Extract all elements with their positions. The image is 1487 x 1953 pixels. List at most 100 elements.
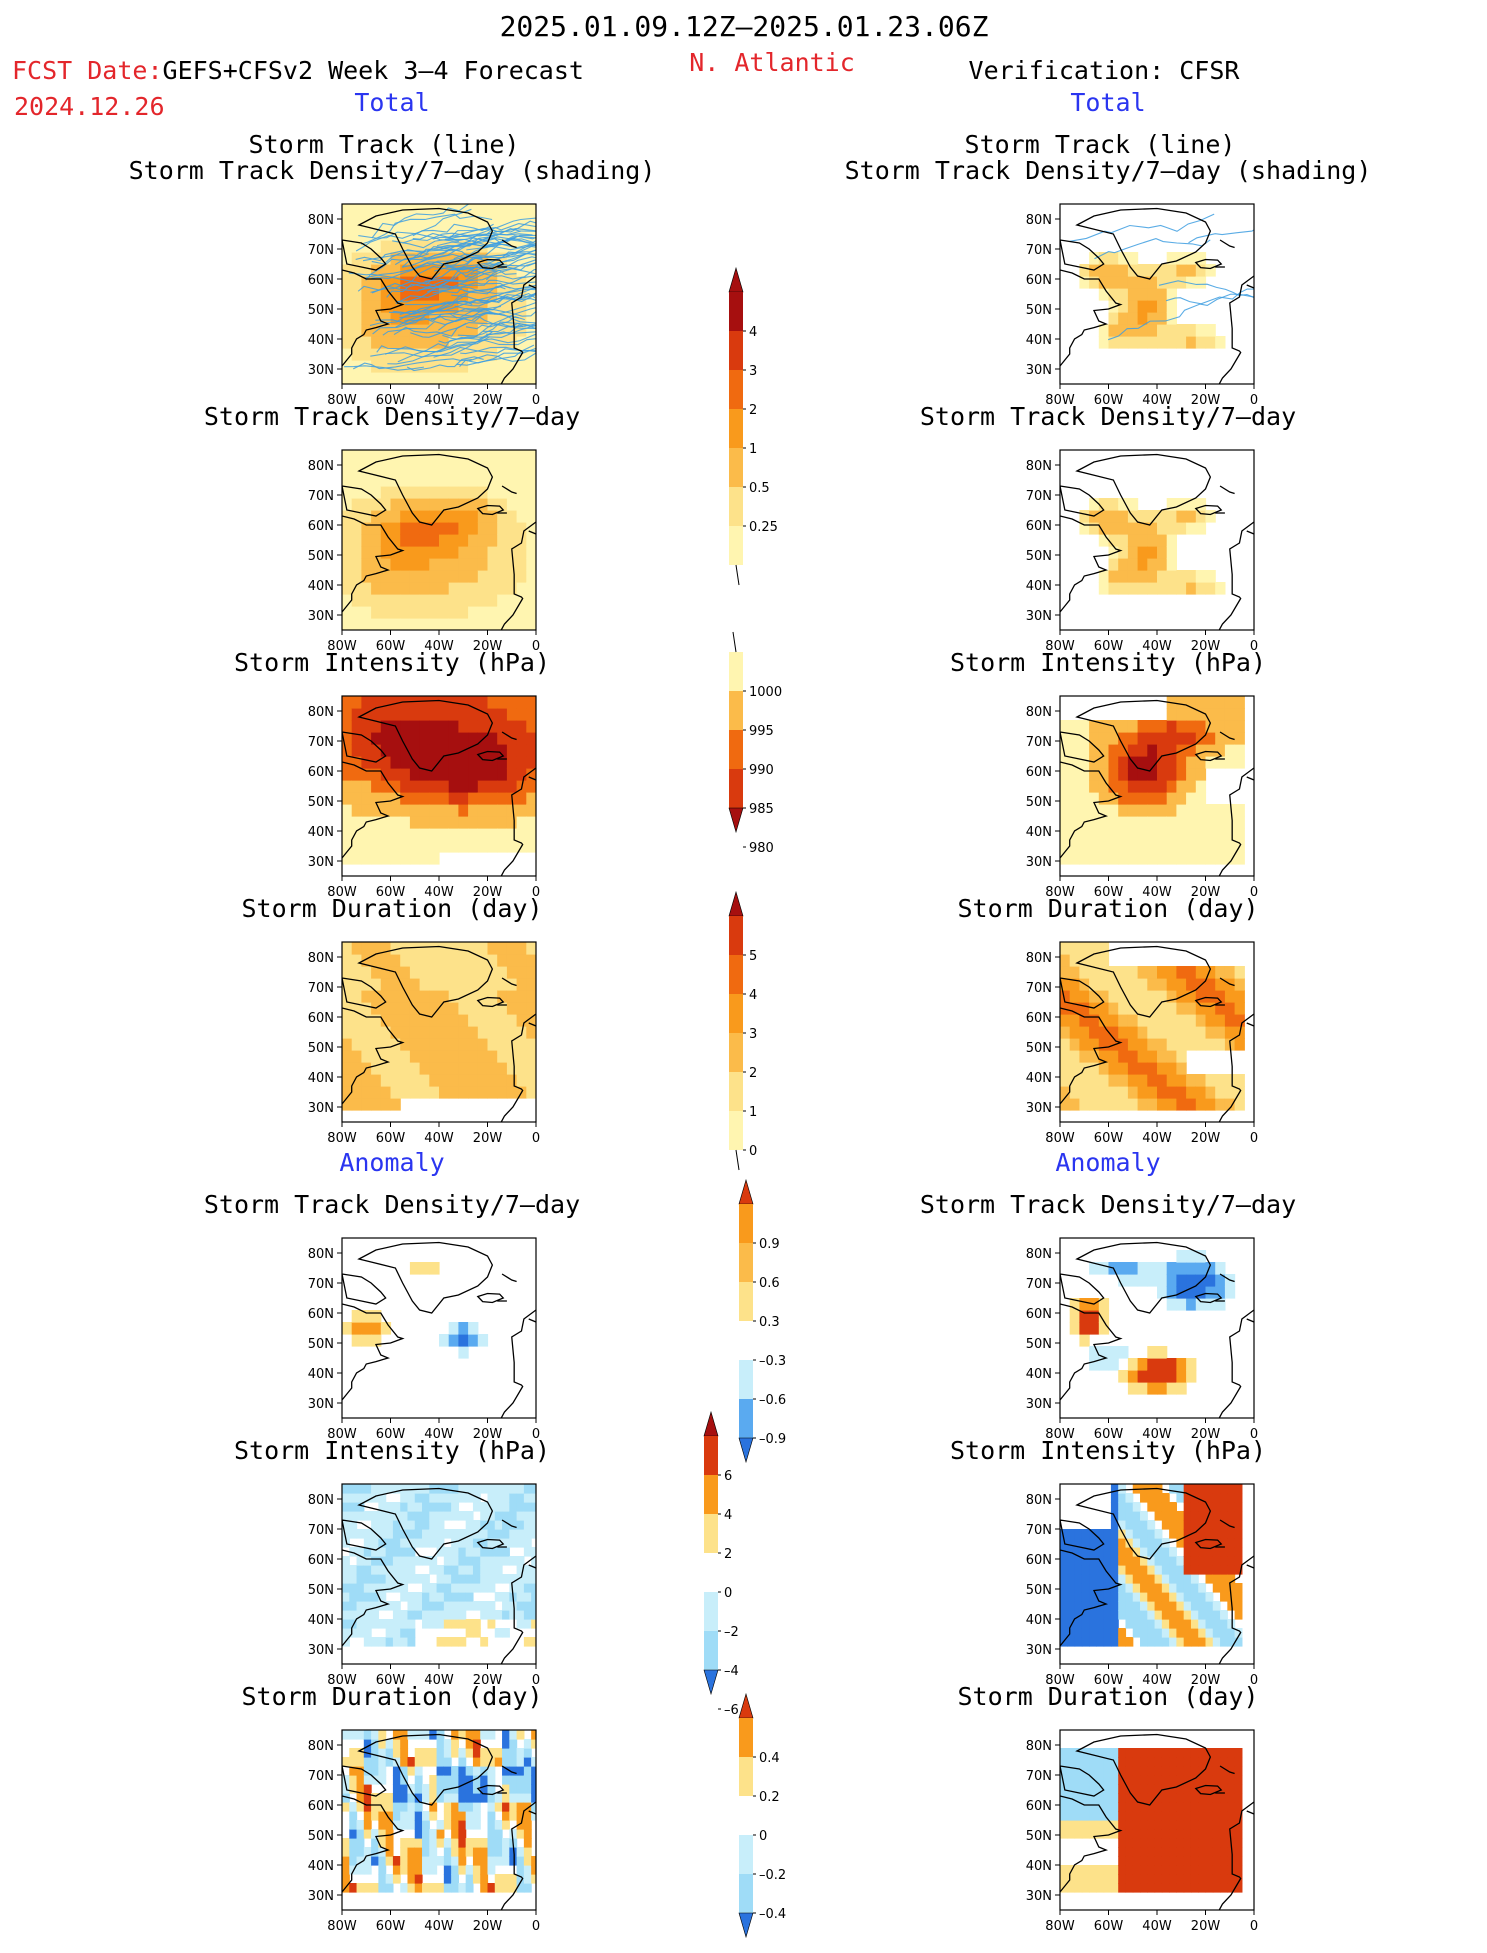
lat-tick-label: 40N	[308, 1613, 334, 1628]
colorbar-tick-label: 0	[759, 1829, 767, 1844]
colorbar-density: 4 3 2 1 0.5 0.25	[725, 264, 795, 586]
lat-tick-label: 70N	[1026, 243, 1052, 258]
lon-tick-label: 0	[532, 1427, 540, 1442]
lat-tick-label: 80N	[1026, 705, 1052, 720]
lat-tick-label: 40N	[308, 333, 334, 348]
lon-tick-label: 60W	[376, 1427, 406, 1442]
lon-tick-label: 40W	[424, 393, 454, 408]
lon-tick-label: 80W	[1045, 1919, 1075, 1934]
colorbar-tick-label: 995	[749, 724, 774, 739]
lon-tick-label: 60W	[376, 1673, 406, 1688]
lat-tick-label: 50N	[1026, 1829, 1052, 1844]
lat-tick-label: 30N	[308, 1397, 334, 1412]
lon-tick-label: 60W	[1094, 639, 1124, 654]
lat-tick-label: 40N	[308, 1071, 334, 1086]
lat-tick-label: 50N	[308, 1829, 334, 1844]
lat-tick-label: 60N	[308, 1307, 334, 1322]
map-duration-total-verif: 80N 70N 60N 50N 40N 30N 80W 60W 40W 20W 0	[1012, 938, 1266, 1152]
colorbar-tick-label: 990	[749, 763, 774, 778]
lon-tick-label: 20W	[473, 393, 503, 408]
lat-tick-label: 80N	[1026, 1493, 1052, 1508]
total-label-left: Total	[354, 88, 430, 117]
lat-tick-label: 30N	[1026, 1397, 1052, 1412]
lat-tick-label: 30N	[308, 1643, 334, 1658]
lon-tick-label: 60W	[1094, 1131, 1124, 1146]
colorbar-tick-label: –0.3	[759, 1354, 786, 1369]
lat-tick-label: 30N	[308, 363, 334, 378]
title-track-line-left: Storm Track (line)	[248, 130, 520, 159]
lat-tick-label: 30N	[1026, 1889, 1052, 1904]
lat-tick-label: 60N	[308, 1799, 334, 1814]
lon-tick-label: 80W	[1045, 393, 1075, 408]
lat-tick-label: 30N	[1026, 1101, 1052, 1116]
map-track-density-total-fcst: 80N 70N 60N 50N 40N 30N 80W 60W 40W 20W 0	[294, 200, 548, 414]
lat-tick-label: 30N	[308, 1101, 334, 1116]
lon-tick-label: 40W	[1142, 639, 1172, 654]
lon-tick-label: 80W	[1045, 1673, 1075, 1688]
lat-tick-label: 50N	[308, 549, 334, 564]
colorbar-tick-label: –0.9	[759, 1432, 786, 1447]
lon-tick-label: 60W	[1094, 393, 1124, 408]
lon-tick-label: 40W	[1142, 393, 1172, 408]
lon-tick-label: 80W	[1045, 1427, 1075, 1442]
lat-tick-label: 60N	[308, 273, 334, 288]
lat-tick-label: 50N	[1026, 795, 1052, 810]
lat-tick-label: 70N	[1026, 735, 1052, 750]
colorbar-tick-label: 0.2	[759, 1790, 780, 1805]
lat-tick-label: 80N	[1026, 213, 1052, 228]
lon-tick-label: 80W	[327, 1131, 357, 1146]
lat-tick-label: 70N	[1026, 981, 1052, 996]
lon-tick-label: 0	[1250, 1673, 1258, 1688]
lon-tick-label: 80W	[327, 1919, 357, 1934]
lat-tick-label: 60N	[1026, 1799, 1052, 1814]
colorbar-tick-label: 985	[749, 802, 774, 817]
lat-tick-label: 70N	[1026, 489, 1052, 504]
lon-tick-label: 20W	[1191, 1427, 1221, 1442]
lon-tick-label: 20W	[473, 885, 503, 900]
lon-tick-label: 40W	[1142, 1673, 1172, 1688]
lon-tick-label: 0	[532, 639, 540, 654]
map-density-total-verif: 80N 70N 60N 50N 40N 30N 80W 60W 40W 20W 0	[1012, 446, 1266, 660]
lat-tick-label: 80N	[308, 951, 334, 966]
lat-tick-label: 50N	[308, 1041, 334, 1056]
lat-tick-label: 80N	[308, 459, 334, 474]
lon-tick-label: 40W	[424, 1427, 454, 1442]
title-track-density-shading-left: Storm Track Density/7–day (shading)	[128, 156, 656, 185]
colorbar-tick-label: –6	[724, 1703, 739, 1718]
lon-tick-label: 80W	[327, 885, 357, 900]
lon-tick-label: 60W	[1094, 1673, 1124, 1688]
colorbar-tick-label: 1	[749, 442, 757, 457]
lat-tick-label: 40N	[1026, 1859, 1052, 1874]
colorbar-tick-label: 2	[749, 403, 757, 418]
lat-tick-label: 30N	[1026, 609, 1052, 624]
colorbar-tick-label: –0.6	[759, 1393, 786, 1408]
colorbar-tick-label: –0.2	[759, 1868, 786, 1883]
colorbar-tick-label: 0.4	[759, 1751, 780, 1766]
lat-tick-label: 80N	[1026, 459, 1052, 474]
title-track-density-anom-left: Storm Track Density/7–day	[203, 1190, 581, 1219]
lat-tick-label: 70N	[1026, 1523, 1052, 1538]
lon-tick-label: 0	[1250, 1919, 1258, 1934]
lon-tick-label: 60W	[376, 885, 406, 900]
lon-tick-label: 40W	[424, 1919, 454, 1934]
lon-tick-label: 0	[532, 885, 540, 900]
lon-tick-label: 80W	[327, 1427, 357, 1442]
lat-tick-label: 40N	[1026, 579, 1052, 594]
colorbar-intensity: 1000 995 990 985 980	[725, 631, 795, 856]
title-duration-left: Storm Duration (day)	[241, 894, 543, 923]
lon-tick-label: 80W	[327, 639, 357, 654]
lon-tick-label: 80W	[327, 393, 357, 408]
map-density-anom-fcst: 80N 70N 60N 50N 40N 30N 80W 60W 40W 20W 0	[294, 1234, 548, 1448]
lat-tick-label: 80N	[1026, 951, 1052, 966]
lat-tick-label: 60N	[1026, 1307, 1052, 1322]
lon-tick-label: 40W	[424, 885, 454, 900]
colorbar-tick-label: 0.9	[759, 1237, 780, 1252]
title-intensity-right: Storm Intensity (hPa)	[949, 648, 1267, 677]
lon-tick-label: 0	[1250, 639, 1258, 654]
colorbar-duration-anom: 0.4 0.2 0 –0.2 –0.4	[735, 1690, 805, 1953]
lat-tick-label: 40N	[1026, 1367, 1052, 1382]
lat-tick-label: 80N	[308, 1247, 334, 1262]
lat-tick-label: 40N	[308, 579, 334, 594]
colorbar-tick-label: 5	[749, 949, 757, 964]
lat-tick-label: 50N	[1026, 1583, 1052, 1598]
